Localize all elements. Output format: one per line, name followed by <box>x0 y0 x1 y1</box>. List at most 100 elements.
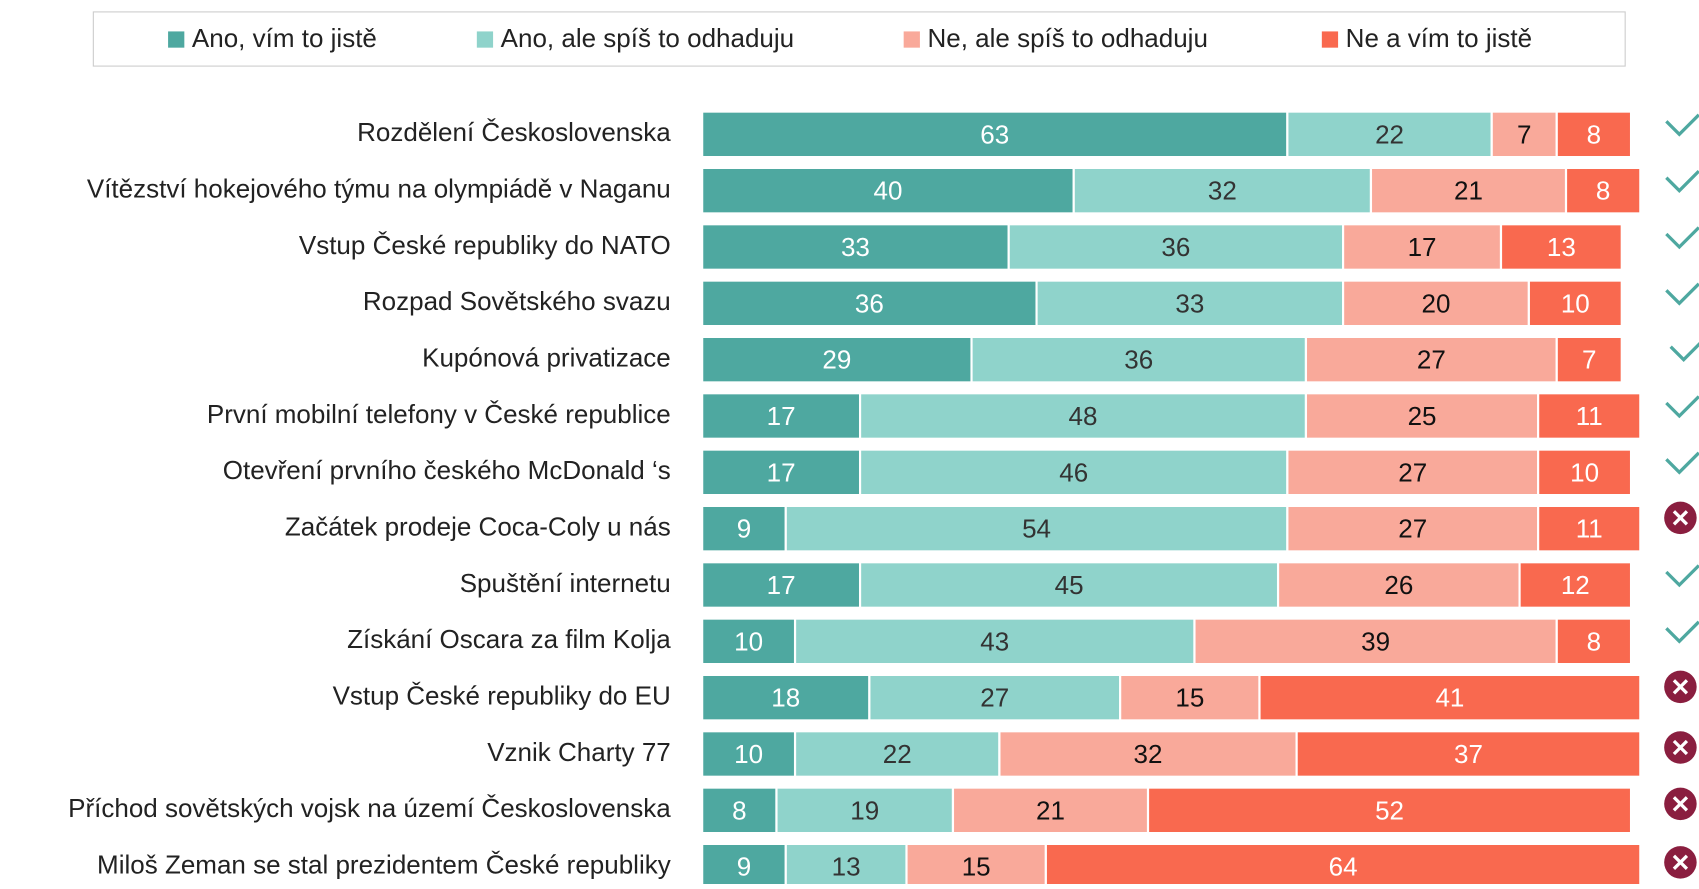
bar-segment <box>701 561 862 609</box>
bar-segment <box>701 166 1075 215</box>
bar-segment <box>1537 504 1642 553</box>
y-tick-label: Otevření prvního českého McDonald ‘s <box>223 455 671 485</box>
bar-segment <box>858 392 1308 440</box>
check-icon <box>1665 226 1699 250</box>
check-icons <box>1665 113 1699 644</box>
data-label: 33 <box>1175 288 1204 318</box>
data-label: 9 <box>737 852 751 882</box>
data-label: 12 <box>1561 570 1590 600</box>
data-label: 63 <box>980 119 1009 149</box>
check-icon <box>1669 342 1699 362</box>
bar-segment <box>1527 279 1623 328</box>
bar-segment <box>1369 166 1568 215</box>
data-label: 7 <box>1582 345 1596 375</box>
bar-segment <box>1295 730 1642 778</box>
data-label: 17 <box>767 570 796 600</box>
cross-icon <box>1664 670 1697 704</box>
check-icon <box>1665 564 1699 588</box>
bar-segment <box>1286 448 1540 497</box>
data-label: 39 <box>1361 626 1390 656</box>
bar-segment <box>1146 786 1633 835</box>
check-icon <box>1665 113 1699 137</box>
data-label: 15 <box>962 852 991 882</box>
bar-segment <box>701 110 1289 159</box>
cross-icons <box>1664 501 1697 879</box>
data-label: 26 <box>1384 570 1413 600</box>
check-icon <box>1665 395 1699 419</box>
bar-segment <box>1564 166 1642 215</box>
bar-segment <box>784 842 908 889</box>
data-label: 29 <box>822 345 851 375</box>
cross-icon <box>1664 731 1697 764</box>
data-label: 8 <box>1587 119 1601 149</box>
data-label: 52 <box>1375 795 1404 825</box>
bar-segment <box>1286 110 1493 159</box>
bar-segment <box>1342 223 1503 271</box>
data-label: 10 <box>734 626 763 656</box>
y-tick-label: Spuštění internetu <box>460 568 671 598</box>
check-icon <box>1665 620 1699 644</box>
y-tick-label: Rozdělení Československa <box>357 117 671 147</box>
bar-segment <box>701 786 778 835</box>
data-label: 46 <box>1059 457 1088 487</box>
data-label: 20 <box>1422 288 1451 318</box>
data-label: 36 <box>1161 232 1190 262</box>
bar-segment <box>1518 561 1633 609</box>
y-tick-label: První mobilní telefony v České republice <box>207 399 671 429</box>
y-tick-label: Příchod sovětských vojsk na území Českos… <box>68 793 671 823</box>
legend-swatch <box>903 31 920 48</box>
data-label: 27 <box>980 683 1009 713</box>
data-label: 27 <box>1417 345 1446 375</box>
legend-swatch <box>1321 31 1339 48</box>
bar-segment <box>1072 166 1373 215</box>
bar-segment <box>701 223 1010 271</box>
bar-segment <box>701 617 797 666</box>
legend-label: Ne, ale spíš to odhaduju <box>928 23 1208 53</box>
y-tick-label: Rozpad Sovětského svazu <box>363 286 671 316</box>
data-label: 8 <box>732 795 746 825</box>
bar-segment <box>905 842 1047 889</box>
data-label: 22 <box>1375 119 1404 149</box>
data-label: 10 <box>1561 288 1590 318</box>
data-label: 41 <box>1435 683 1464 713</box>
bar-segment <box>1555 335 1623 384</box>
bar-segment <box>701 335 973 384</box>
bar-segment <box>1555 617 1633 666</box>
bar-segment <box>858 448 1289 497</box>
data-label: 40 <box>873 176 902 206</box>
data-label: 27 <box>1398 514 1427 544</box>
icons <box>1664 113 1699 879</box>
bar-segment <box>1555 110 1633 159</box>
legend-label: Ano, vím to jistě <box>192 23 377 53</box>
y-tick-label: Vítězství hokejového týmu na olympiádě v… <box>87 174 671 204</box>
data-label: 11 <box>1576 514 1603 544</box>
data-label: 18 <box>771 683 800 713</box>
data-label: 13 <box>1547 232 1576 262</box>
bar-segment <box>775 786 955 835</box>
data-label: 64 <box>1329 852 1358 882</box>
bar-segment <box>1342 279 1530 328</box>
y-tick-label: Vstup České republiky do NATO <box>299 230 671 260</box>
check-icon <box>1665 170 1699 193</box>
bar-segment <box>1276 561 1521 609</box>
data-label: 7 <box>1517 119 1531 149</box>
y-tick-label: Získání Oscara za film Kolja <box>347 624 671 654</box>
data-label: 10 <box>1570 457 1599 487</box>
legend-box <box>92 11 1626 67</box>
data-label: 32 <box>1208 176 1237 206</box>
bar-segment <box>1304 335 1558 384</box>
check-icon <box>1665 282 1699 306</box>
bar-segment <box>1499 223 1623 271</box>
legend-swatch <box>168 31 185 48</box>
data-label: 43 <box>980 626 1009 656</box>
legend-swatch <box>476 31 494 48</box>
data-label: 9 <box>737 514 751 544</box>
bar-segment <box>701 673 871 722</box>
bar-segment <box>701 730 797 778</box>
bar-segment <box>858 561 1280 609</box>
bar-segment <box>701 279 1038 328</box>
data-label: 21 <box>1454 176 1483 206</box>
bar-segment <box>1258 673 1642 722</box>
